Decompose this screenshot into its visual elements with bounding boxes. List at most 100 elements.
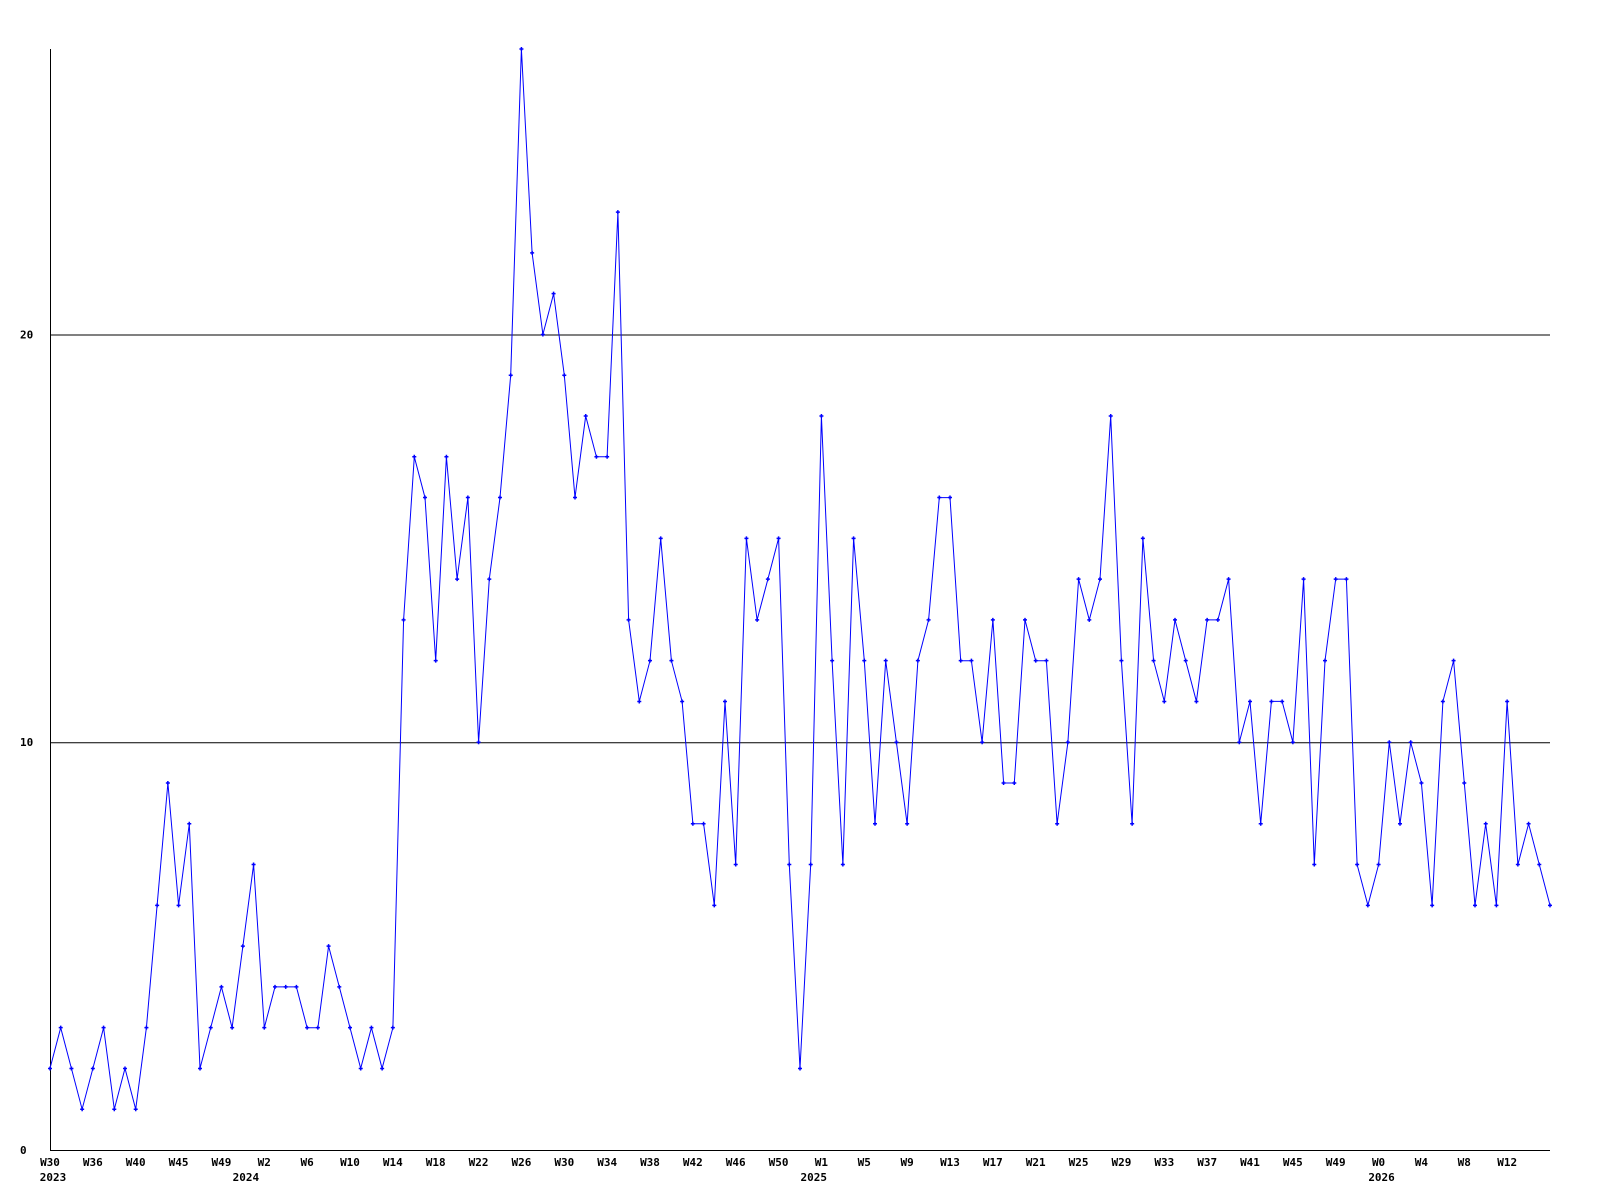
data-point	[1001, 781, 1006, 785]
data-point	[262, 1025, 267, 1030]
data-point	[187, 821, 192, 826]
data-point	[380, 1066, 385, 1071]
x-tick-label: W18	[426, 1156, 446, 1169]
x-tick-label: W49	[211, 1156, 231, 1169]
data-point	[562, 373, 567, 378]
x-tick-label: W45	[169, 1156, 189, 1169]
data-point	[980, 740, 985, 745]
data-point	[1526, 821, 1531, 826]
x-tick-label: W41	[1240, 1156, 1260, 1169]
data-point	[883, 658, 888, 663]
data-point	[487, 577, 492, 582]
data-point	[1012, 781, 1017, 785]
data-point	[476, 740, 481, 745]
x-tick-label: W0	[1372, 1156, 1385, 1169]
data-point	[905, 821, 910, 826]
data-point	[230, 1025, 235, 1030]
data-point	[1440, 699, 1445, 704]
data-point	[615, 210, 620, 215]
x-tick-label: W1	[815, 1156, 829, 1169]
tick-labels: 0 10 20 W30 W36 W40 W45 W49 W2 W6 W10 W14 W18 W22 W26 W…	[20, 328, 1517, 1184]
data-point	[1548, 903, 1552, 908]
data-point	[1408, 740, 1413, 745]
data-point	[540, 332, 545, 337]
data-point	[1280, 699, 1285, 704]
x-tick-label: W17	[983, 1156, 1003, 1169]
x-tick-label: W49	[1326, 1156, 1346, 1169]
data-point	[744, 536, 749, 541]
x-tick-label: W14	[383, 1156, 403, 1169]
data-point	[326, 944, 331, 949]
x-tick-label: W6	[301, 1156, 315, 1169]
data-point	[1226, 577, 1231, 582]
data-point	[680, 699, 685, 704]
x-tick-label: W38	[640, 1156, 660, 1169]
data-point	[123, 1066, 127, 1071]
data-point	[840, 862, 845, 867]
data-point	[1119, 658, 1124, 663]
data-point	[198, 1066, 202, 1071]
data-point	[1301, 577, 1306, 582]
data-point	[1290, 740, 1295, 745]
data-point	[851, 536, 856, 541]
x-tick-label: W50	[769, 1156, 789, 1169]
data-point	[1312, 862, 1317, 867]
data-point	[798, 1066, 802, 1071]
x-tick-label: W4	[1415, 1156, 1429, 1169]
x-tick-label: W37	[1197, 1156, 1217, 1169]
data-point	[240, 944, 245, 949]
x-tick-label: W13	[940, 1156, 960, 1169]
x-tick-label: W30	[40, 1156, 60, 1169]
data-point	[915, 658, 920, 663]
data-point	[283, 984, 288, 989]
x-tick-label: W26	[511, 1156, 531, 1169]
x-tick-label: W8	[1458, 1156, 1471, 1169]
data-point	[1462, 781, 1467, 785]
x-tick-label: W9	[901, 1156, 914, 1169]
data-point	[1162, 699, 1167, 704]
data-point	[101, 1025, 106, 1030]
data-point	[1483, 821, 1488, 826]
data-point	[433, 658, 438, 663]
x-tick-label: W36	[83, 1156, 103, 1169]
data-point	[1515, 862, 1520, 867]
data-point	[369, 1025, 374, 1030]
data-point	[80, 1107, 85, 1112]
data-point	[1205, 617, 1210, 622]
series-line	[48, 47, 1552, 1112]
data-point	[1087, 617, 1092, 622]
data-point	[658, 536, 663, 541]
data-point	[573, 495, 577, 500]
data-point	[1365, 903, 1370, 908]
year-label: 2023	[40, 1171, 67, 1184]
data-point	[926, 617, 931, 622]
x-tick-label: W42	[683, 1156, 703, 1169]
data-point	[1140, 536, 1145, 541]
data-point	[1269, 699, 1274, 704]
data-point	[894, 740, 899, 745]
data-point	[519, 47, 524, 51]
data-point	[830, 658, 835, 663]
data-point	[701, 821, 706, 826]
data-point	[358, 1066, 363, 1071]
data-point	[690, 821, 695, 826]
data-point	[1237, 740, 1242, 745]
data-point	[465, 495, 470, 500]
data-point	[251, 862, 256, 867]
gridlines	[50, 334, 1550, 744]
data-point	[733, 862, 738, 867]
data-point	[948, 495, 952, 500]
data-point	[348, 1025, 352, 1030]
y-tick-label: 20	[20, 328, 33, 341]
data-point	[165, 781, 170, 785]
data-point	[1215, 617, 1220, 622]
data-point	[1248, 699, 1252, 704]
data-point	[990, 617, 995, 622]
data-point	[637, 699, 642, 704]
x-tick-label: W29	[1111, 1156, 1131, 1169]
x-tick-label: W21	[1026, 1156, 1046, 1169]
data-point	[1108, 414, 1113, 418]
data-point	[1023, 617, 1027, 622]
data-point	[1076, 577, 1081, 582]
data-point	[1194, 699, 1199, 704]
